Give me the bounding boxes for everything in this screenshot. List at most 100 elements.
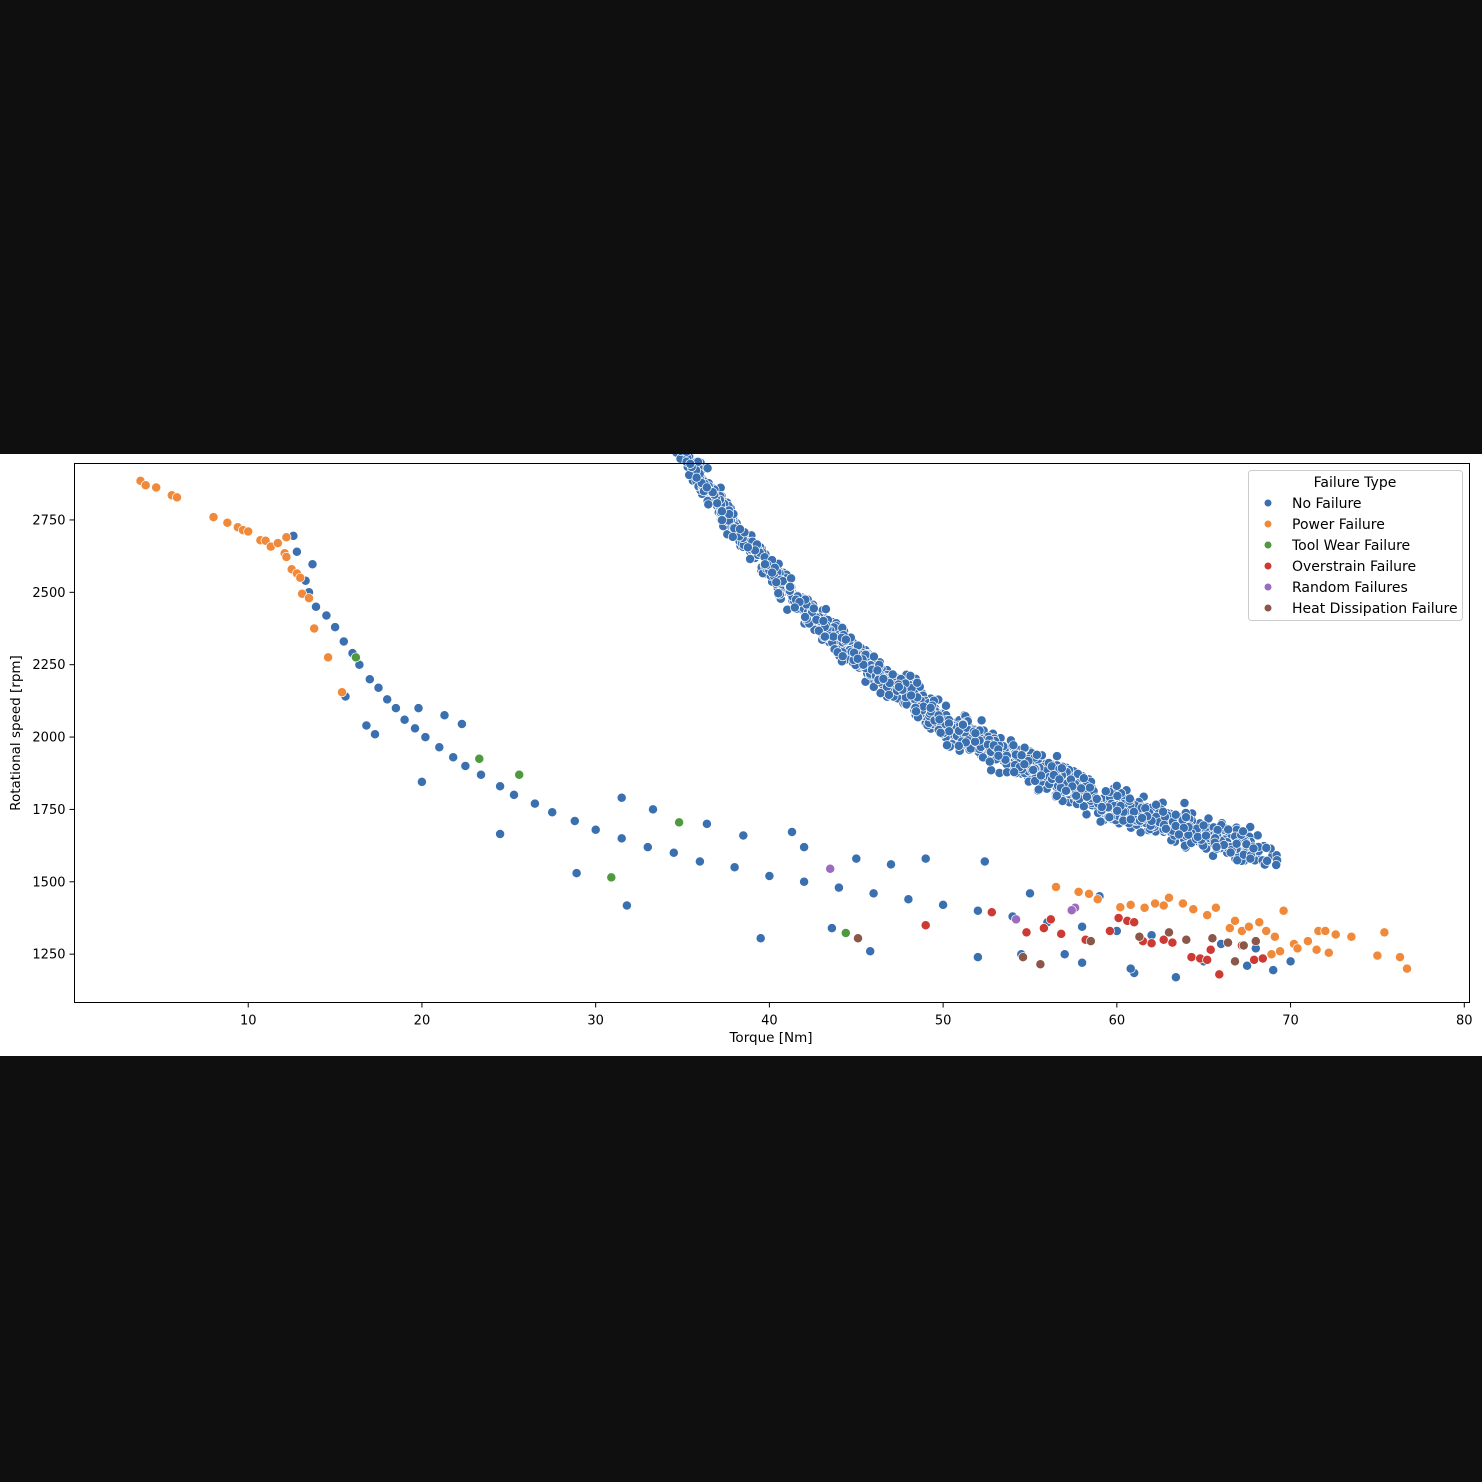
overstrain-failure-point	[1186, 952, 1197, 963]
no-failure-point	[1054, 774, 1065, 785]
no-failure-point	[993, 750, 1004, 761]
no-failure-point	[1078, 773, 1089, 784]
no-failure-point	[764, 871, 775, 881]
no-failure-point	[953, 740, 964, 751]
power-failure-point	[1330, 929, 1341, 940]
heat-dissipation-failure-point	[1181, 934, 1192, 945]
overstrain-failure-point	[1113, 913, 1124, 923]
tool-wear-failure-point	[350, 652, 361, 663]
no-failure-point	[1031, 749, 1042, 760]
no-failure-point	[1061, 785, 1071, 796]
overstrain-failure-point	[1056, 928, 1067, 939]
no-failure-point	[361, 720, 372, 731]
x-tick-label: 60	[1109, 1014, 1126, 1029]
no-failure-point	[1028, 765, 1039, 775]
no-failure-point	[771, 577, 782, 588]
legend-entry-label: Overstrain Failure	[1292, 559, 1416, 575]
no-failure-point	[1238, 826, 1248, 837]
no-failure-point	[569, 816, 580, 826]
x-tick-label: 80	[1456, 1014, 1473, 1029]
no-failure-point	[1077, 957, 1088, 968]
no-failure-point	[382, 694, 393, 705]
y-tick-label: 1250	[32, 948, 65, 963]
heat-dissipation-failure-point	[1230, 956, 1240, 967]
no-failure-point	[1081, 791, 1092, 802]
no-failure-point	[1016, 750, 1027, 761]
power-failure-point	[1346, 931, 1357, 942]
heat-dissipation-failure-point	[1207, 933, 1218, 944]
power-failure-point	[281, 552, 292, 562]
no-failure-point	[840, 634, 851, 645]
no-failure-point	[1242, 960, 1253, 971]
no-failure-point	[1201, 830, 1211, 841]
legend-box	[1248, 470, 1463, 621]
power-failure-point	[1254, 917, 1265, 928]
no-failure-point	[813, 625, 824, 636]
heat-dissipation-failure-point	[1250, 936, 1261, 947]
power-failure-point	[151, 482, 162, 493]
no-failure-point	[420, 732, 431, 743]
no-failure-point	[858, 659, 869, 670]
no-failure-point	[1160, 823, 1171, 834]
no-failure-point	[642, 842, 653, 853]
no-failure-point	[1262, 855, 1273, 866]
power-failure-point	[140, 480, 151, 491]
legend-entry-label: Heat Dissipation Failure	[1292, 601, 1458, 617]
no-failure-point	[886, 859, 896, 870]
no-failure-point	[370, 729, 380, 740]
y-tick-label: 2500	[32, 586, 65, 601]
no-failure-point	[701, 818, 712, 829]
no-failure-point	[884, 689, 894, 700]
no-failure-point	[311, 601, 321, 612]
no-failure-point	[1059, 949, 1070, 960]
no-failure-point	[509, 789, 519, 800]
no-failure-point	[291, 546, 302, 557]
no-failure-point	[1170, 809, 1181, 820]
no-failure-point	[668, 847, 679, 858]
no-failure-point	[1245, 853, 1256, 864]
no-failure-point	[920, 853, 931, 864]
no-failure-point	[1181, 812, 1192, 823]
no-failure-point	[373, 682, 384, 693]
no-failure-point	[868, 651, 879, 662]
power-failure-point	[1164, 892, 1174, 903]
no-failure-point	[1112, 805, 1123, 816]
no-failure-point	[702, 463, 713, 474]
legend-entry-label: Power Failure	[1292, 517, 1385, 533]
no-failure-point	[399, 714, 410, 725]
no-failure-point	[1223, 824, 1234, 835]
power-failure-point	[337, 687, 347, 698]
power-failure-point	[1202, 910, 1213, 921]
power-failure-point	[1320, 926, 1331, 936]
power-failure-point	[172, 492, 182, 503]
no-failure-point	[729, 862, 740, 873]
tool-wear-failure-point	[514, 769, 525, 780]
legend-entry-label: Tool Wear Failure	[1291, 538, 1410, 554]
power-failure-point	[1210, 902, 1221, 913]
overstrain-failure-point	[1038, 923, 1049, 934]
no-failure-point	[878, 673, 889, 684]
y-tick-label: 1750	[32, 803, 65, 818]
no-failure-point	[984, 756, 995, 767]
power-failure-point	[295, 572, 306, 583]
no-failure-point	[547, 807, 558, 818]
power-failure-point	[1269, 931, 1280, 942]
no-failure-point	[787, 827, 797, 837]
power-failure-point	[1139, 902, 1150, 913]
no-failure-point	[1036, 770, 1046, 781]
power-failure-point	[1073, 886, 1084, 897]
no-failure-point	[868, 681, 879, 692]
no-failure-point	[1170, 972, 1181, 983]
no-failure-point	[1077, 921, 1088, 932]
no-failure-point	[571, 868, 582, 879]
no-failure-point	[979, 856, 990, 867]
no-failure-point	[1198, 820, 1209, 831]
no-failure-point	[529, 798, 540, 809]
overstrain-failure-point	[1257, 953, 1268, 964]
no-failure-point	[976, 715, 987, 726]
no-failure-point	[872, 665, 883, 676]
no-failure-point	[1051, 790, 1062, 801]
power-failure-point	[208, 512, 219, 523]
no-failure-point	[1135, 827, 1146, 838]
no-failure-point	[460, 761, 471, 771]
